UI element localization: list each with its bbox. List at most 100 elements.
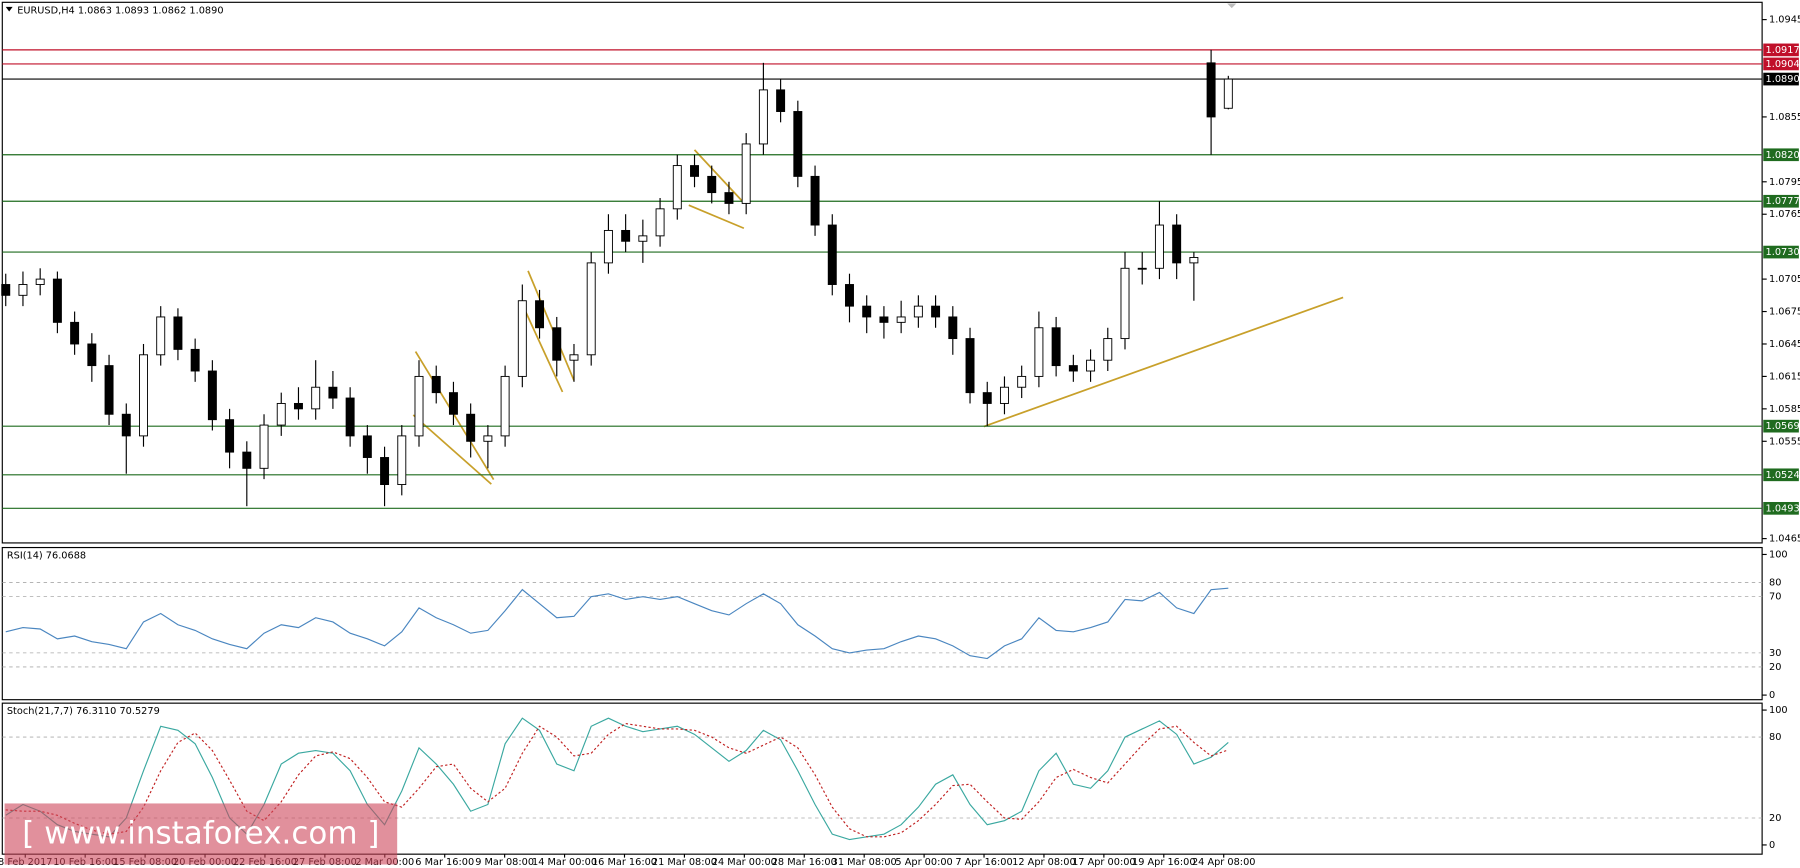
x-tick-label: 24 Apr 08:00 xyxy=(1192,857,1256,868)
level-label: 1.0493 xyxy=(1766,503,1800,514)
candle-body xyxy=(724,192,734,204)
candle-body xyxy=(397,435,407,486)
x-tick-label: 28 Mar 16:00 xyxy=(772,857,837,868)
y-tick-label: 1.0555 xyxy=(1769,436,1800,447)
y-tick-label: 1.0945 xyxy=(1769,15,1800,26)
candle-body xyxy=(87,343,97,367)
candle-body xyxy=(586,262,596,356)
x-tick-label: 31 Mar 08:00 xyxy=(832,857,897,868)
y-tick-label: 1.0795 xyxy=(1769,177,1800,188)
candle-body xyxy=(845,284,854,307)
candle-body xyxy=(1017,375,1027,388)
x-tick-label: 6 Mar 16:00 xyxy=(415,857,474,868)
level-label-box xyxy=(1763,501,1799,515)
candle-body xyxy=(293,402,303,410)
y-tick-label: 1.0675 xyxy=(1769,307,1800,318)
candle-body xyxy=(1120,267,1130,340)
candle-body xyxy=(207,370,217,421)
candle-body xyxy=(569,354,579,361)
level-label-box xyxy=(1763,245,1799,259)
candle-body xyxy=(259,424,269,469)
price-title: EURUSD,H4 1.0863 1.0893 1.0862 1.0890 xyxy=(17,5,223,16)
candle-body xyxy=(690,165,699,177)
candle-body xyxy=(1172,224,1182,264)
candle-body xyxy=(1154,224,1164,269)
candle-body xyxy=(156,316,166,356)
level-label: 1.0524 xyxy=(1766,470,1800,481)
candle-body xyxy=(70,321,80,345)
candle-body xyxy=(741,143,751,204)
y-tick-label: 0 xyxy=(1769,840,1775,851)
candle-body xyxy=(535,300,545,329)
menu-arrow xyxy=(5,6,13,12)
candle-body xyxy=(879,316,889,323)
level-label: 1.0777 xyxy=(1766,196,1800,207)
candle-body xyxy=(862,305,872,318)
y-tick-label: 70 xyxy=(1769,592,1781,603)
candle-body xyxy=(139,354,148,437)
y-tick-label: 1.0765 xyxy=(1769,209,1800,220)
candle-body xyxy=(896,316,906,323)
x-tick-label: 16 Mar 16:00 xyxy=(592,857,657,868)
x-tick-label: 17 Apr 00:00 xyxy=(1072,857,1136,868)
y-tick-label: 1.0705 xyxy=(1769,274,1800,285)
candle-body xyxy=(827,224,837,285)
y-tick-label: 20 xyxy=(1769,662,1781,673)
candle-body xyxy=(18,284,28,296)
indicator-line xyxy=(5,587,1229,660)
candle-body xyxy=(1068,365,1078,372)
candle-body xyxy=(35,278,45,285)
y-tick-label: 20 xyxy=(1769,813,1781,824)
candle-body xyxy=(380,457,390,486)
candle-body xyxy=(948,316,958,340)
candle-body xyxy=(345,397,355,437)
shift-marker xyxy=(1227,3,1237,9)
level-label-box xyxy=(1763,194,1799,208)
candle-body xyxy=(621,229,631,242)
candle-body xyxy=(1189,257,1199,264)
x-tick-label: 21 Mar 08:00 xyxy=(652,857,717,868)
candle-body xyxy=(707,175,717,194)
level-label-box xyxy=(1763,468,1799,482)
candle-body xyxy=(328,386,338,399)
level-label: 1.0569 xyxy=(1766,421,1800,432)
level-label-box xyxy=(1763,43,1799,57)
candle-body xyxy=(173,316,183,350)
candle-body xyxy=(276,402,286,426)
candle-body xyxy=(982,392,992,404)
candle-body xyxy=(810,175,820,226)
indicator-line xyxy=(5,717,1229,841)
trend-line xyxy=(983,296,1344,428)
trend-line xyxy=(688,204,745,230)
y-tick-label: 80 xyxy=(1769,732,1781,743)
candle-body xyxy=(638,235,648,242)
level-label: 1.0820 xyxy=(1766,150,1800,161)
x-tick-label: 19 Apr 16:00 xyxy=(1132,857,1196,868)
y-tick-label: 1.0645 xyxy=(1769,339,1800,350)
candle-body xyxy=(311,386,321,410)
level-label-box xyxy=(1763,72,1799,86)
candle-body xyxy=(758,89,768,145)
watermark-box xyxy=(4,803,398,865)
x-tick-label: 24 Mar 00:00 xyxy=(712,857,777,868)
candle-body xyxy=(121,413,131,437)
y-tick-label: 100 xyxy=(1769,705,1788,716)
candle-body xyxy=(52,278,62,323)
candle-body xyxy=(242,451,252,469)
candle-body xyxy=(931,305,941,318)
candle-body xyxy=(1137,267,1147,270)
y-tick-label: 100 xyxy=(1769,549,1788,560)
candle-body xyxy=(965,338,975,394)
candle-body xyxy=(552,327,562,361)
candle-body xyxy=(999,386,1009,404)
level-label: 1.0730 xyxy=(1766,247,1800,258)
candle-body xyxy=(1086,359,1096,372)
level-label-box xyxy=(1763,57,1799,71)
candle-body xyxy=(1103,338,1113,361)
candle-body xyxy=(104,365,114,415)
candle-body xyxy=(1051,327,1061,367)
candle-body xyxy=(776,89,786,112)
